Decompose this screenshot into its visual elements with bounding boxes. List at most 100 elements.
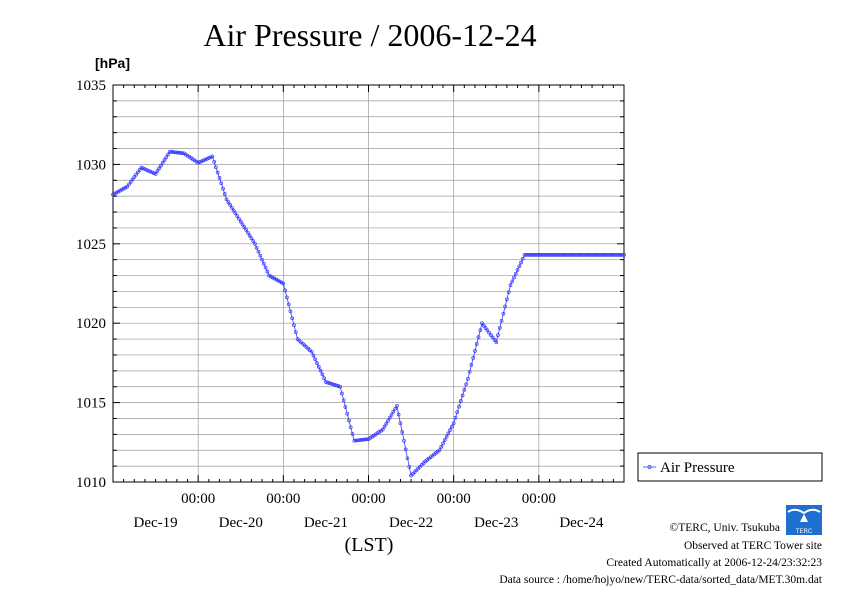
y-axis-unit: [hPa] — [95, 55, 130, 71]
data-point — [444, 434, 449, 439]
data-point — [616, 253, 621, 257]
data-point — [485, 328, 490, 333]
data-point — [567, 253, 571, 257]
data-point — [581, 253, 586, 257]
y-tick-label: 1015 — [76, 396, 106, 412]
data-point — [558, 253, 562, 257]
x-time-label: 00:00 — [351, 491, 385, 507]
data-point — [159, 163, 163, 168]
data-point — [206, 156, 211, 160]
data-point — [169, 150, 174, 154]
data-point — [574, 253, 578, 257]
data-point — [125, 184, 130, 189]
data-point — [503, 304, 507, 309]
data-point — [402, 438, 406, 443]
data-point — [597, 253, 602, 257]
data-point — [137, 168, 142, 172]
data-point — [464, 382, 468, 387]
data-point — [490, 335, 495, 340]
data-point — [450, 424, 454, 429]
data-point — [144, 168, 149, 172]
data-point — [263, 265, 268, 270]
data-point — [311, 353, 316, 358]
data-point — [256, 249, 261, 254]
data-point — [588, 253, 593, 257]
data-point — [338, 384, 342, 389]
legend-marker-icon — [647, 465, 652, 469]
y-tick-label: 1035 — [76, 78, 106, 94]
data-point — [151, 171, 156, 175]
y-tick-label: 1020 — [76, 316, 106, 332]
data-point — [157, 166, 161, 171]
data-point — [215, 170, 220, 175]
x-tick-labels: Dec-1900:00Dec-2000:00Dec-2100:00Dec-220… — [134, 491, 604, 531]
data-point — [180, 151, 185, 155]
data-point — [499, 318, 504, 323]
credit-created: Created Automatically at 2006-12-24/23:3… — [606, 557, 822, 569]
data-point — [561, 253, 566, 257]
data-point — [309, 349, 314, 354]
data-point — [313, 357, 318, 362]
data-point — [506, 290, 511, 295]
data-point — [545, 253, 550, 257]
x-axis-label: (LST) — [345, 534, 394, 556]
data-point — [528, 253, 532, 257]
data-point — [460, 393, 465, 398]
data-point — [329, 381, 334, 386]
data-point — [458, 399, 463, 403]
data-point — [178, 151, 183, 155]
data-point — [116, 189, 121, 194]
data-point — [466, 376, 470, 381]
data-point — [407, 465, 412, 469]
data-point — [565, 253, 570, 257]
data-point — [577, 253, 582, 257]
data-point — [146, 168, 151, 173]
data-point — [345, 411, 350, 416]
data-point — [164, 155, 169, 160]
data-point — [448, 428, 452, 432]
data-point — [219, 181, 224, 186]
data-point — [554, 253, 559, 257]
data-point — [162, 158, 167, 162]
terc-logo: TERC — [786, 505, 822, 535]
data-point — [240, 222, 245, 227]
data-point — [118, 188, 122, 193]
data-point — [341, 398, 346, 403]
data-point — [544, 253, 548, 257]
data-point — [343, 405, 348, 409]
data-point — [483, 326, 488, 330]
data-point — [198, 160, 202, 164]
data-point — [471, 356, 476, 360]
logo-text: TERC — [796, 529, 813, 535]
data-point — [517, 264, 522, 269]
y-tick-label: 1030 — [76, 157, 106, 173]
data-point — [230, 205, 234, 210]
data-point — [576, 253, 580, 257]
data-point — [286, 302, 291, 307]
data-point — [384, 421, 389, 426]
data-point — [556, 253, 561, 257]
data-point — [336, 384, 341, 388]
data-point — [260, 257, 264, 262]
data-point — [515, 268, 520, 272]
data-point — [400, 430, 405, 434]
x-time-label: 00:00 — [181, 491, 215, 507]
data-point — [167, 149, 172, 154]
data-point — [212, 159, 217, 164]
data-point — [226, 200, 231, 204]
data-point — [586, 253, 591, 257]
data-point — [231, 208, 236, 213]
data-point — [568, 253, 573, 257]
data-point — [143, 167, 147, 172]
data-point — [593, 253, 598, 257]
data-point — [538, 253, 543, 257]
data-point — [332, 383, 337, 387]
data-point — [364, 437, 369, 442]
data-point — [451, 421, 456, 426]
data-point — [599, 253, 603, 257]
data-point — [531, 253, 536, 257]
data-point — [276, 278, 280, 283]
data-point — [583, 253, 587, 257]
data-point — [354, 438, 358, 443]
data-point — [347, 418, 351, 423]
